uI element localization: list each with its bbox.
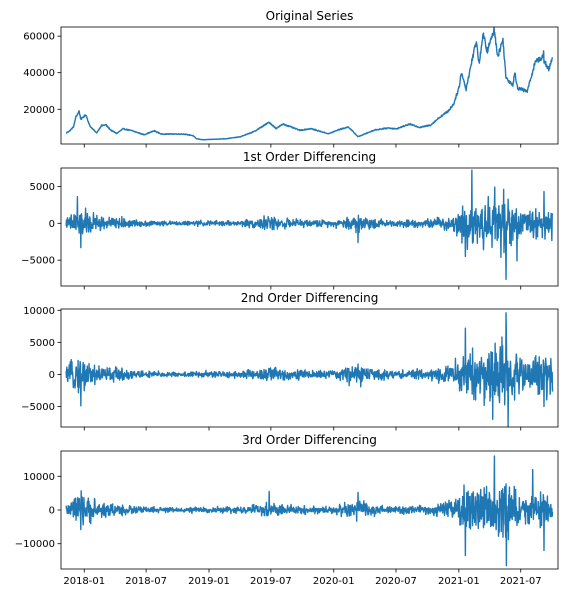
y-tick-label: 5000 bbox=[30, 338, 55, 349]
series-line bbox=[65, 27, 553, 141]
x-tick-label: 2020-01 bbox=[313, 576, 355, 587]
subplot-title: 3rd Order Differencing bbox=[242, 433, 377, 447]
x-tick-label: 2018-07 bbox=[125, 576, 167, 587]
x-tick-label: 2021-01 bbox=[438, 576, 480, 587]
y-tick-label: −5000 bbox=[21, 256, 55, 267]
subplot-title: 1st Order Differencing bbox=[243, 150, 376, 164]
axes-frame bbox=[60, 308, 559, 428]
series-line bbox=[65, 312, 554, 427]
y-tick-label: 60000 bbox=[23, 32, 55, 43]
y-tick-label: −10000 bbox=[15, 539, 55, 550]
series-line bbox=[65, 169, 554, 281]
x-tick-label: 2019-01 bbox=[188, 576, 230, 587]
x-tick-label: 2018-01 bbox=[63, 576, 105, 587]
subplot-title: 2nd Order Differencing bbox=[241, 291, 379, 305]
y-tick-label: −5000 bbox=[21, 402, 55, 413]
subplot-3: 2nd Order Differencing −5000 0 5000 10000 bbox=[21, 291, 559, 431]
y-tick-label: 0 bbox=[49, 370, 55, 381]
subplot-2: 1st Order Differencing −5000 0 5000 bbox=[21, 150, 559, 290]
axes-frame bbox=[60, 167, 559, 287]
x-tick-label: 2020-07 bbox=[375, 576, 417, 587]
y-tick-label: 10000 bbox=[23, 472, 55, 483]
subplot-4: 3rd Order Differencing −10000 0 10000 2018-0… bbox=[15, 433, 559, 587]
series-line bbox=[65, 455, 554, 567]
axes-frame bbox=[60, 26, 559, 145]
y-tick-label: 10000 bbox=[23, 306, 55, 317]
y-tick-label: 5000 bbox=[30, 182, 55, 193]
x-tick-label: 2019-07 bbox=[250, 576, 292, 587]
y-tick-label: 20000 bbox=[23, 105, 55, 116]
subplot-title: Original Series bbox=[266, 9, 354, 23]
y-tick-label: 0 bbox=[49, 219, 55, 230]
y-tick-label: 0 bbox=[49, 506, 55, 517]
y-tick-label: 40000 bbox=[23, 68, 55, 79]
x-tick-label: 2021-07 bbox=[500, 576, 542, 587]
subplot-1: Original Series 20000 40000 60000 bbox=[23, 9, 559, 148]
